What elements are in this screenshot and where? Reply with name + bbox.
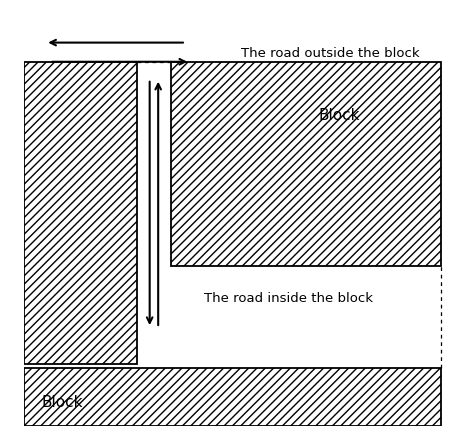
Bar [171,62,441,266]
Text: Block: Block [42,395,83,410]
Text: The road inside the block: The road inside the block [204,292,373,305]
Text: Block: Block [319,107,360,123]
Text: The road outside the block: The road outside the block [241,47,420,60]
Bar [24,368,441,426]
Bar [24,62,137,364]
